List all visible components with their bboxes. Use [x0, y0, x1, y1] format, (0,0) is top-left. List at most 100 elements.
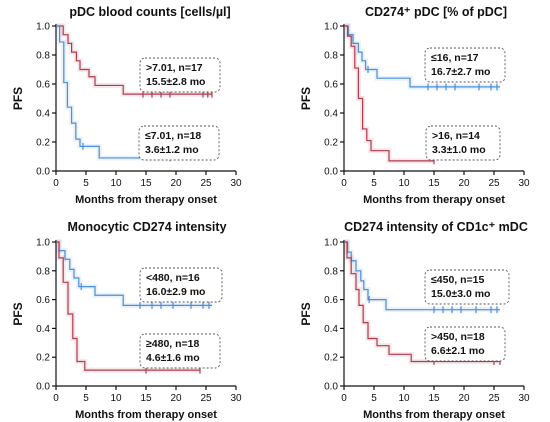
- y-tick-label: 0.6: [36, 295, 50, 306]
- group-annotation-text: <480, n=16: [146, 272, 200, 284]
- x-tick-label: 30: [518, 178, 530, 189]
- group-annotation-text: ≥480, n=18: [146, 338, 200, 350]
- x-axis-label: Months from therapy onset: [75, 409, 217, 421]
- y-axis-label: PFS: [299, 87, 313, 110]
- km-series-2: >450, n=18 6.6±2.1 mo: [344, 239, 506, 366]
- x-tick-label: 20: [170, 178, 182, 189]
- y-tick-label: 1.0: [324, 22, 338, 33]
- km-curve: [344, 25, 500, 88]
- x-tick-label: 10: [398, 393, 410, 404]
- y-tick-label: 0.0: [36, 167, 50, 178]
- y-tick-label: 0.8: [324, 51, 338, 62]
- group-annotation-text: 16.0±2.9 mo: [146, 286, 205, 298]
- km-panel-3: Monocytic CD274 intensity 0.0 0.2 0.4 0.6 0.8…: [11, 220, 242, 421]
- km-curve: [344, 25, 434, 162]
- x-tick-label: 10: [110, 393, 122, 404]
- x-tick-label: 0: [341, 393, 347, 404]
- y-axis-label: PFS: [299, 302, 313, 325]
- panel-title: CD274⁺ pDC [% of pDC]: [365, 5, 507, 19]
- km-curve: [56, 25, 170, 159]
- x-tick-label: 15: [140, 393, 152, 404]
- x-tick-label: 25: [488, 178, 500, 189]
- group-annotation-text: 3.6±1.2 mo: [145, 144, 199, 156]
- group-annotation-box: [424, 326, 506, 362]
- y-axis-label: PFS: [11, 302, 25, 325]
- km-series-2: ≥480, n=18 4.6±1.6 mo: [56, 239, 221, 374]
- x-tick-label: 30: [518, 393, 530, 404]
- y-tick-label: 0.2: [36, 353, 50, 364]
- group-annotation-text: 15.5±2.8 mo: [146, 76, 205, 88]
- km-panel-1: pDC blood counts [cells/µl] 0.0 0.2 0.4 0.6 0…: [11, 5, 242, 206]
- x-tick-label: 25: [200, 393, 212, 404]
- x-tick-label: 5: [371, 178, 377, 189]
- km-series-2: >16, n=14 3.3±1.0 mo: [344, 23, 501, 165]
- group-annotation-text: 16.7±2.7 mo: [431, 66, 490, 78]
- panel-title: pDC blood counts [cells/µl]: [69, 5, 230, 19]
- group-annotation-box: [138, 125, 220, 161]
- group-annotation-box: [139, 57, 221, 93]
- km-series-1: ≤450, n=15 15.0±3.0 mo: [344, 239, 510, 314]
- y-tick-label: 0.4: [324, 109, 338, 120]
- x-tick-label: 25: [200, 178, 212, 189]
- y-axis-label: PFS: [11, 87, 25, 110]
- km-curve: [344, 241, 500, 363]
- group-annotation-text: 4.6±1.6 mo: [146, 352, 200, 364]
- group-annotation-text: ≤16, n=17: [431, 52, 479, 64]
- x-tick-label: 20: [458, 178, 470, 189]
- group-annotation-text: 15.0±3.0 mo: [431, 288, 490, 300]
- x-tick-label: 15: [428, 393, 440, 404]
- x-tick-label: 0: [53, 178, 59, 189]
- panel-title: Monocytic CD274 intensity: [67, 220, 226, 234]
- x-tick-label: 20: [170, 393, 182, 404]
- y-tick-label: 0.2: [324, 353, 338, 364]
- y-tick-label: 1.0: [36, 22, 50, 33]
- group-annotation-box: [424, 269, 510, 305]
- km-curve: [344, 241, 500, 311]
- y-tick-label: 0.4: [36, 324, 50, 335]
- y-tick-label: 0.6: [36, 80, 50, 91]
- y-tick-label: 0.0: [324, 167, 338, 178]
- km-curve: [56, 25, 212, 95]
- group-annotation-text: >7.01, n=17: [146, 62, 203, 74]
- x-tick-label: 5: [371, 393, 377, 404]
- km-series-1: ≤16, n=17 16.7±2.7 mo: [344, 23, 506, 91]
- y-tick-label: 0.4: [324, 324, 338, 335]
- y-tick-label: 0.6: [324, 295, 338, 306]
- y-tick-label: 0.4: [36, 109, 50, 120]
- x-axis-label: Months from therapy onset: [363, 194, 505, 206]
- group-annotation-box: [139, 333, 221, 369]
- group-annotation-text: >16, n=14: [432, 130, 480, 142]
- group-annotation-text: 6.6±2.1 mo: [431, 345, 485, 357]
- km-series-1: >7.01, n=17 15.5±2.8 mo: [56, 23, 221, 98]
- x-tick-label: 0: [53, 393, 59, 404]
- km-curve: [56, 241, 200, 371]
- y-tick-label: 0.2: [36, 138, 50, 149]
- km-series-2: ≤7.01, n=18 3.6±1.2 mo: [56, 23, 220, 162]
- y-tick-label: 0.8: [324, 266, 338, 277]
- x-tick-label: 0: [341, 178, 347, 189]
- x-tick-label: 25: [488, 393, 500, 404]
- x-tick-label: 10: [398, 178, 410, 189]
- y-tick-label: 0.8: [36, 266, 50, 277]
- group-annotation-box: [425, 125, 501, 161]
- km-curve: [56, 241, 212, 306]
- group-annotation-text: ≤450, n=15: [431, 274, 485, 286]
- x-tick-label: 10: [110, 178, 122, 189]
- x-axis-label: Months from therapy onset: [363, 409, 505, 421]
- y-tick-label: 0.0: [36, 382, 50, 393]
- x-tick-label: 15: [140, 178, 152, 189]
- y-tick-label: 0.0: [324, 382, 338, 393]
- group-annotation-box: [139, 267, 223, 303]
- km-panel-2: CD274⁺ pDC [% of pDC] 0.0 0.2 0.4 0.6 0.8 1.0 0…: [299, 5, 530, 206]
- y-tick-label: 1.0: [36, 238, 50, 249]
- group-annotation-text: ≤7.01, n=18: [145, 130, 201, 142]
- y-tick-label: 1.0: [324, 238, 338, 249]
- y-tick-label: 0.6: [324, 80, 338, 91]
- y-tick-label: 0.8: [36, 51, 50, 62]
- x-tick-label: 30: [230, 178, 242, 189]
- y-tick-label: 0.2: [324, 138, 338, 149]
- group-annotation-text: 3.3±1.0 mo: [432, 144, 486, 156]
- group-annotation-text: >450, n=18: [431, 331, 485, 343]
- x-axis-label: Months from therapy onset: [75, 194, 217, 206]
